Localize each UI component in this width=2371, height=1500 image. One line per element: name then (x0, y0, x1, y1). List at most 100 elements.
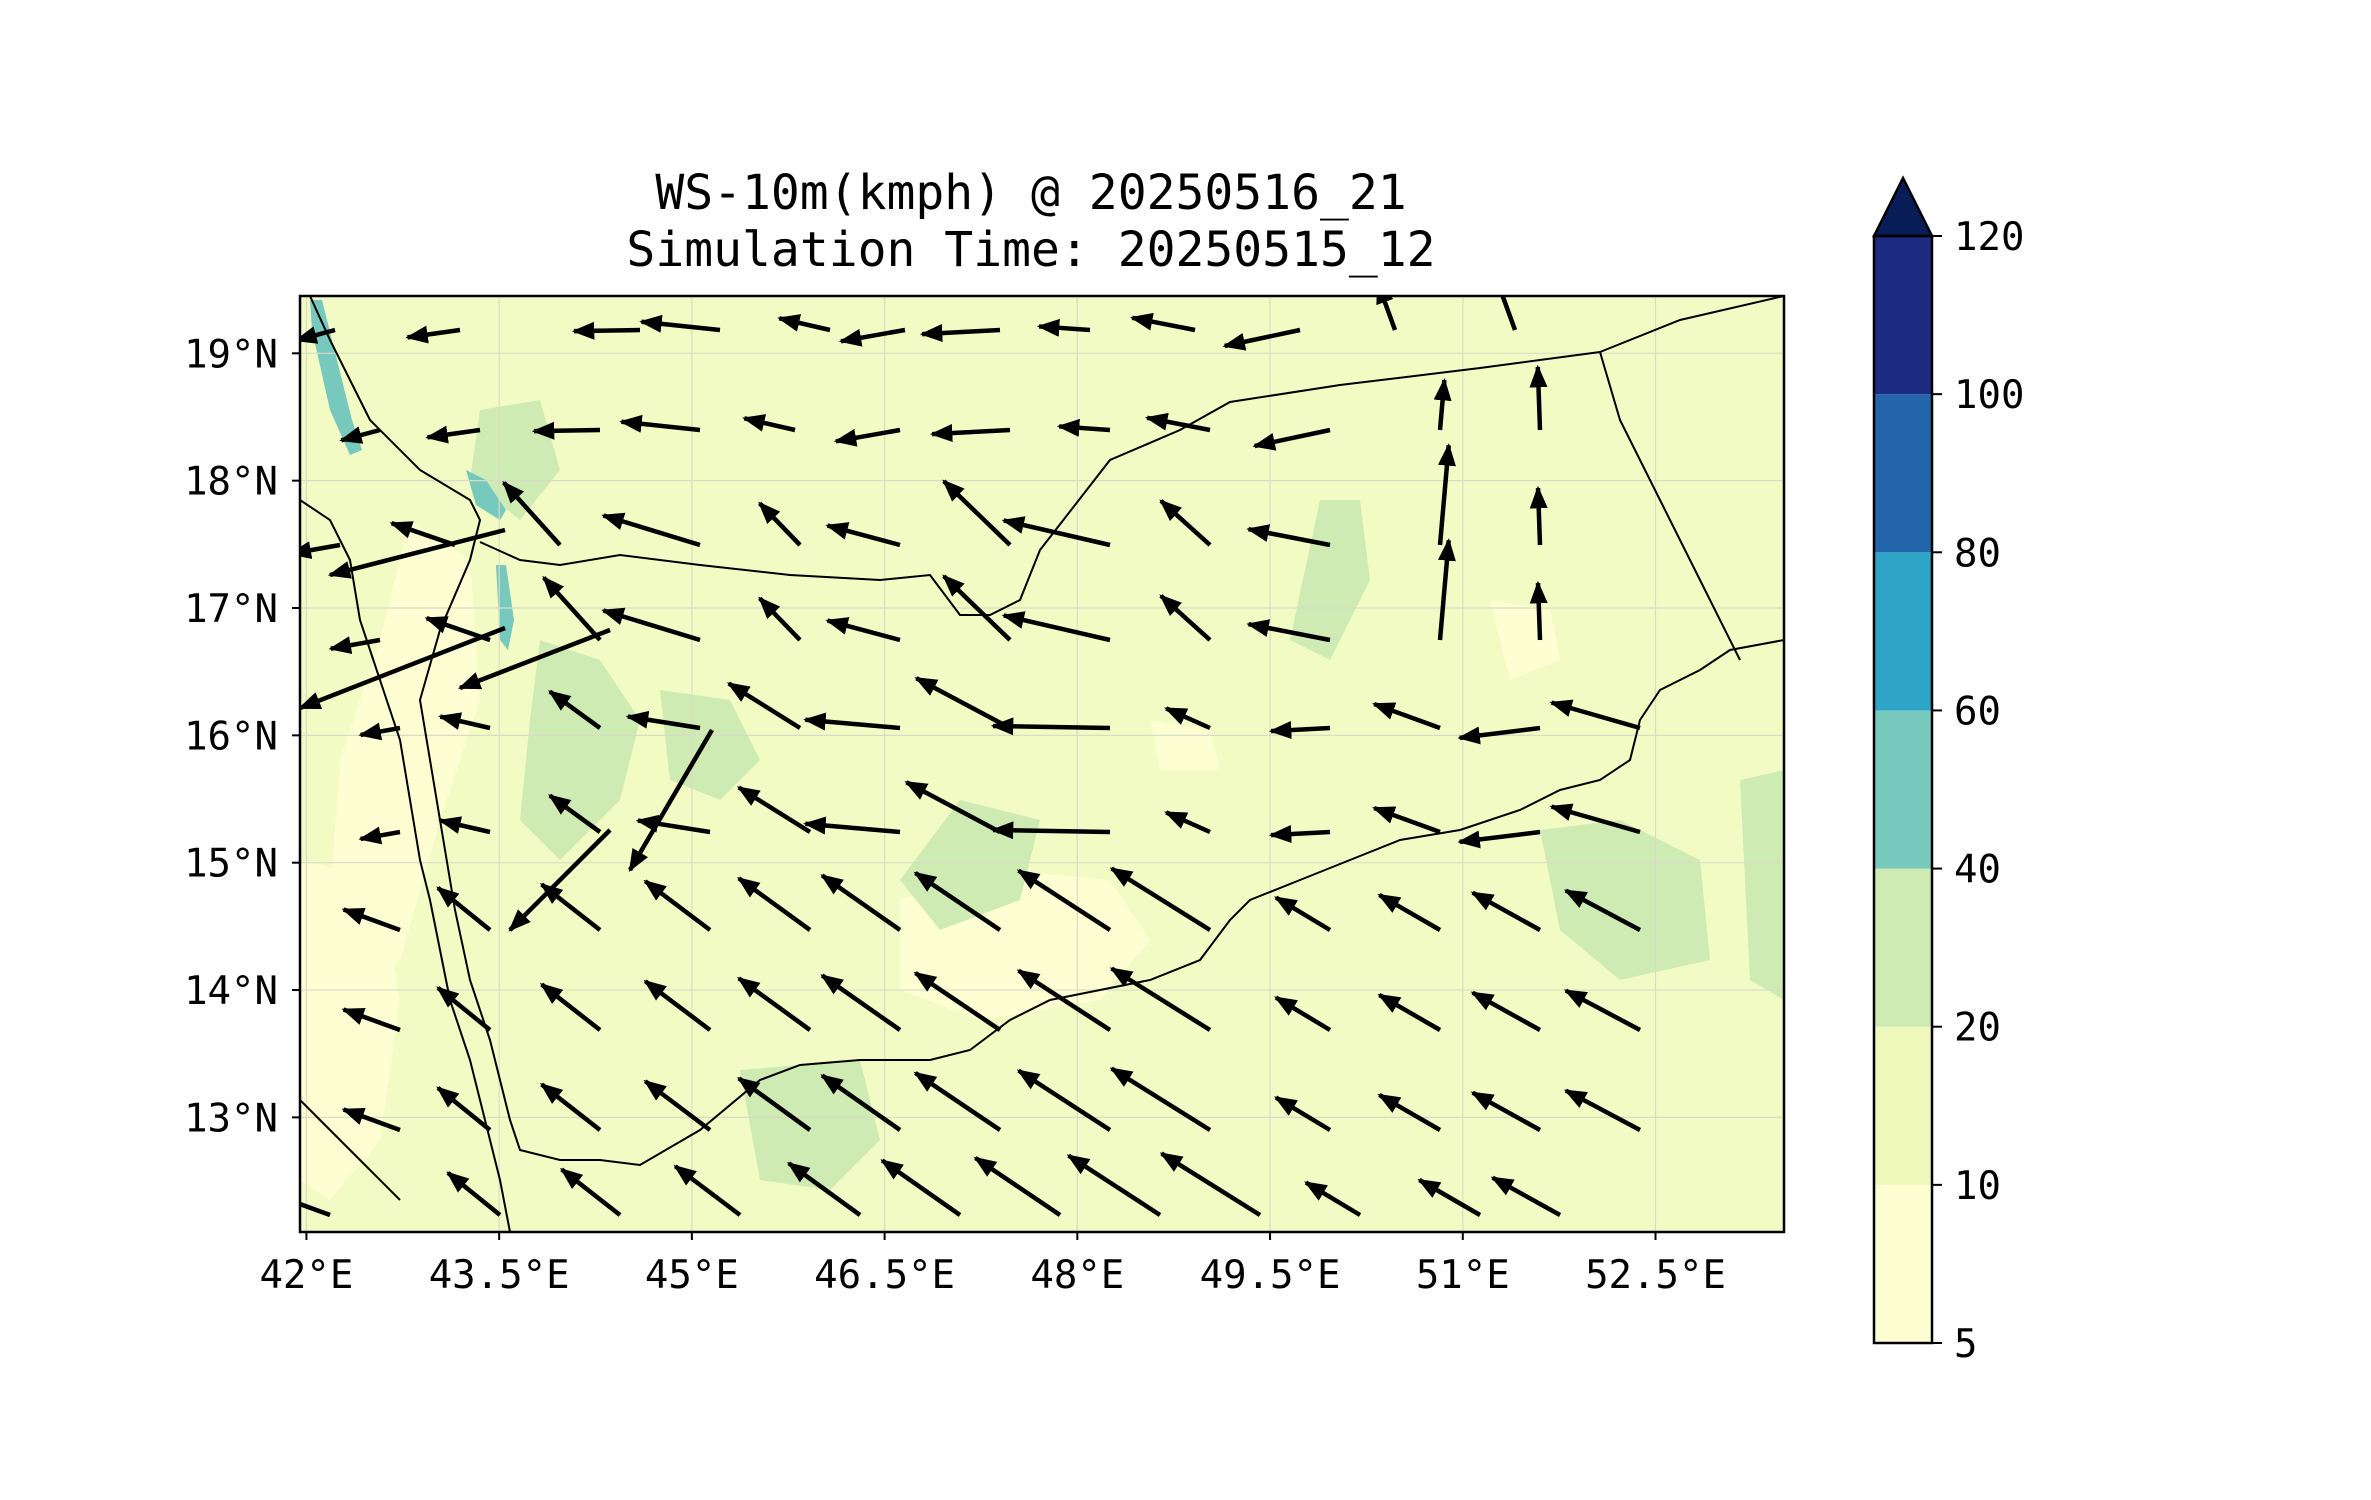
wind-arrow (635, 814, 711, 835)
colorbar: 5 10 20 40 60 80 100 120 (1871, 175, 2024, 1367)
colorbar-label: 10 (1954, 1164, 2001, 1209)
wind-arrow (1457, 725, 1541, 745)
wind-arrow (758, 596, 802, 642)
yemen-oman-border (1599, 351, 1741, 661)
wind-arrow (726, 681, 802, 730)
wind-arrow (1376, 296, 1398, 331)
wind-arrow (1529, 580, 1548, 641)
wind-arrow (1274, 995, 1332, 1032)
wind-arrow (786, 1161, 862, 1217)
colorbar-frame (1872, 234, 1934, 1345)
colorbar-segment (1874, 1026, 1932, 1185)
saudi-oman-border (1599, 296, 1784, 353)
y-tick-label: 14°N (184, 969, 278, 1014)
wind-arrow (548, 689, 602, 730)
wind-speed-patch-mid (1290, 500, 1370, 660)
wind-arrow (1529, 364, 1548, 431)
y-tick-label: 17°N (184, 587, 278, 632)
y-tick-label: 19°N (184, 332, 278, 377)
x-tick-label: 51°E (1416, 1253, 1510, 1298)
wind-arrow (1056, 418, 1111, 437)
wind-arrow (1268, 825, 1331, 844)
x-tick-label: 49.5°E (1200, 1253, 1341, 1298)
y-tick-label: 13°N (184, 1096, 278, 1141)
colorbar-label: 20 (1954, 1006, 2001, 1051)
wind-arrow (457, 627, 611, 691)
wind-arrow (1246, 619, 1331, 643)
wind-arrow (438, 712, 491, 731)
wind-arrow (913, 971, 1002, 1032)
arabian-peninsula-coastline (309, 296, 1784, 1167)
gridlines (300, 296, 1784, 1232)
wind-speed-patch-high (310, 300, 362, 455)
wind-arrow (358, 826, 401, 845)
wind-arrow (1109, 966, 1212, 1032)
wind-arrow (300, 541, 341, 560)
wind-arrow (1016, 1068, 1112, 1132)
wind-arrow (990, 717, 1111, 736)
x-tick-label: 43.5°E (429, 1253, 570, 1298)
wind-arrow (904, 780, 1002, 834)
title-line-2: Simulation Time: 20250515_12 (626, 222, 1435, 278)
wind-arrow (1372, 701, 1441, 731)
colorbar-segment (1874, 552, 1932, 711)
y-tick-label: 18°N (184, 460, 278, 505)
wind-arrow (438, 816, 491, 835)
saudi-yemen-border (479, 351, 1601, 616)
wind-vectors (300, 296, 1642, 1218)
wind-arrow (820, 1073, 902, 1132)
wind-arrow (1433, 377, 1452, 431)
wind-arrow (436, 986, 492, 1032)
wind-arrow (1066, 1153, 1162, 1217)
wind-speed-patch-low (300, 860, 400, 1200)
wind-arrow (803, 712, 901, 731)
wind-arrow (542, 575, 602, 642)
wind-speed-patch-low (1150, 720, 1220, 770)
wind-arrow (1222, 327, 1301, 351)
wind-arrow (913, 1071, 1002, 1132)
wind-arrow (1159, 594, 1212, 642)
wind-arrow (1129, 312, 1196, 333)
wind-arrow (300, 1201, 331, 1218)
wind-arrow (1417, 1178, 1482, 1217)
wind-arrow (639, 314, 721, 333)
wind-arrow (436, 1086, 492, 1132)
wind-arrow (405, 325, 461, 344)
wind-arrow (1274, 1095, 1332, 1132)
wind-arrow (742, 414, 796, 433)
wind-arrow (1304, 1180, 1362, 1217)
wind-arrow (425, 425, 481, 444)
wind-arrow (1457, 829, 1541, 849)
wind-arrow (825, 522, 901, 548)
wind-arrow (436, 886, 492, 932)
wind-arrow (601, 607, 701, 643)
y-tick-label: 15°N (184, 842, 278, 887)
wind-arrow (502, 480, 562, 547)
wind-arrow (833, 427, 901, 447)
wind-arrow (1377, 993, 1442, 1032)
wind-arrow (1470, 1090, 1542, 1132)
wind-arrow (990, 821, 1111, 840)
wind-arrow (1377, 1093, 1442, 1132)
wind-arrow (736, 1076, 812, 1132)
colorbar-extend-arrow (1871, 175, 1935, 238)
wind-arrow (508, 828, 612, 932)
colorbar-label: 100 (1954, 373, 2024, 418)
wind-arrow (1470, 990, 1542, 1032)
wind-speed-patch-mid (1740, 770, 1784, 1000)
wind-arrow (358, 722, 401, 741)
wind-arrow (929, 424, 1011, 443)
wind-arrow (777, 314, 831, 333)
colorbar-label: 80 (1954, 531, 2001, 576)
wind-arrow (559, 1167, 622, 1217)
wind-arrow (1036, 318, 1091, 337)
wind-arrow (328, 636, 381, 655)
x-tick-label: 46.5°E (814, 1253, 955, 1298)
wind-arrow (619, 414, 701, 433)
wind-arrow (1563, 888, 1642, 932)
wind-arrow (838, 327, 906, 347)
wind-arrow (539, 1082, 602, 1132)
wind-arrow (803, 816, 901, 835)
wind-arrow (1164, 706, 1211, 731)
